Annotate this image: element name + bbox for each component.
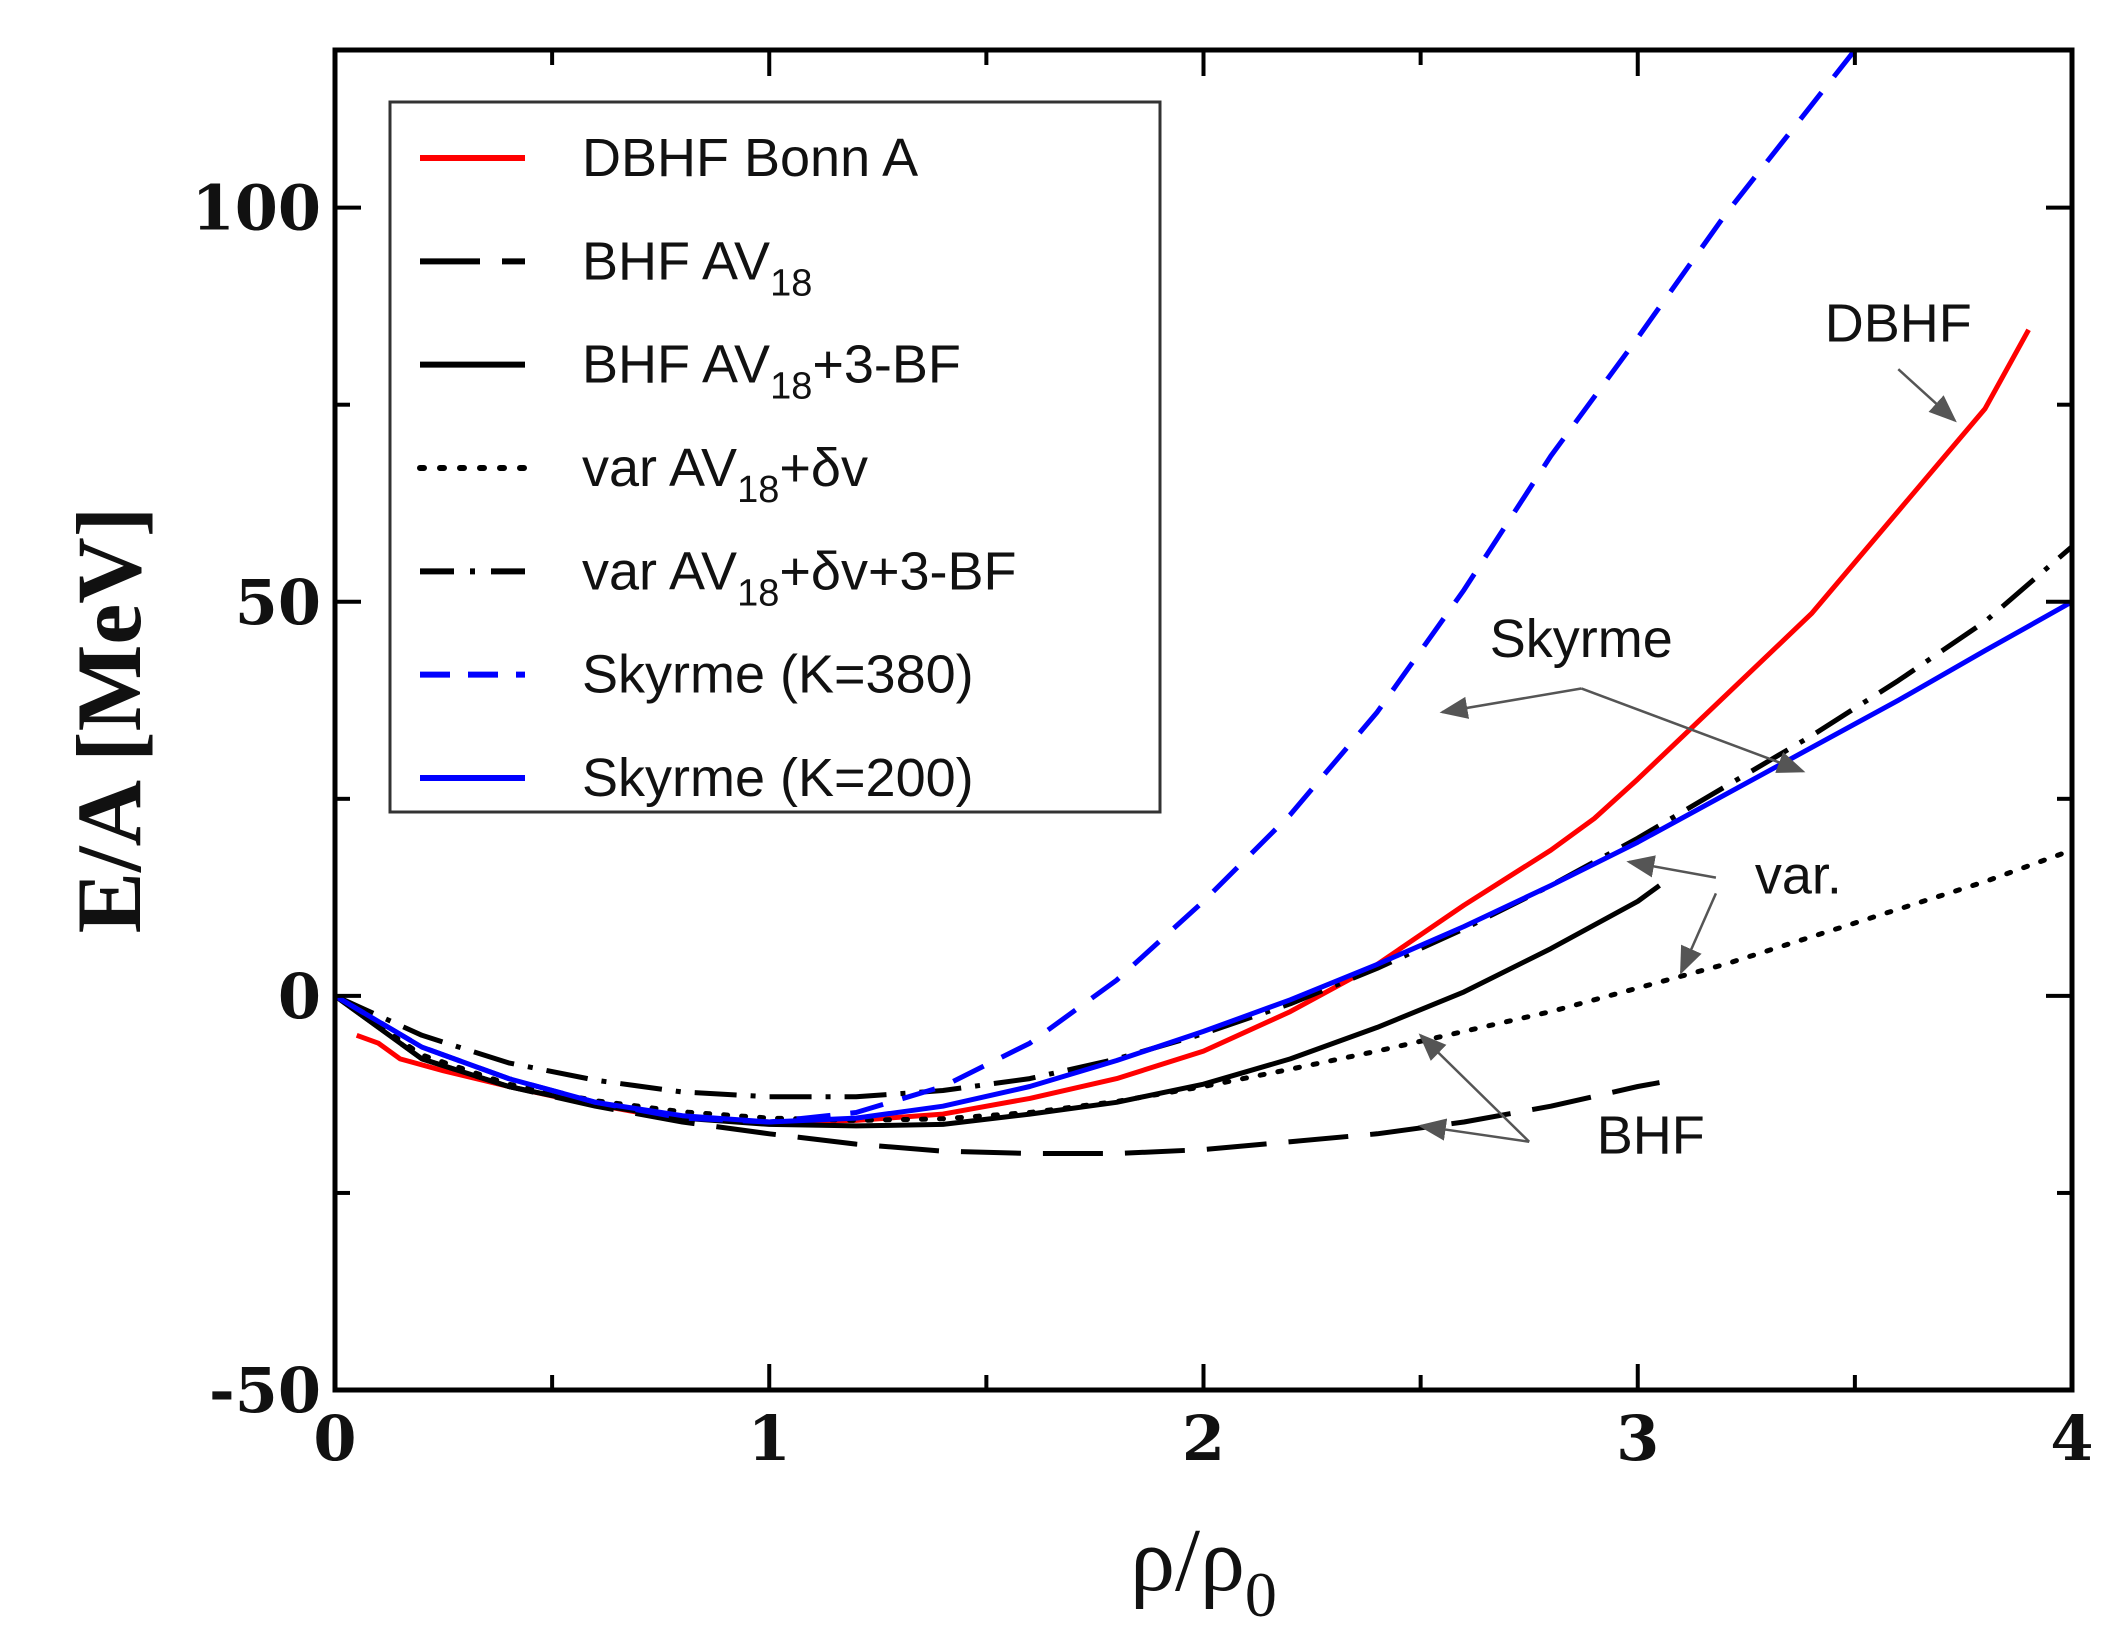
annotation-label: var. (1755, 845, 1842, 905)
legend-label-sky200: Skyrme (K=200) (582, 748, 974, 808)
legend-label-sky380: Skyrme (K=380) (582, 645, 974, 705)
x-axis-label: ρ/ρ0 (1130, 1511, 1277, 1630)
series-line-var (335, 847, 2072, 1123)
x-tick-label: 0 (313, 1402, 356, 1475)
annotation-arrow (1580, 687, 1806, 773)
y-tick-label: 0 (278, 960, 321, 1033)
annotation-arrow (1897, 368, 1957, 423)
legend-label-var3bf: var AV18+δv+3-BF (582, 541, 1017, 614)
legend-label-var: var AV18+δv (582, 438, 868, 511)
annotation-label: BHF (1597, 1106, 1705, 1166)
y-tick-label: 100 (192, 172, 321, 245)
annotation-arrow (1626, 855, 1717, 879)
x-tick-label: 3 (1616, 1402, 1659, 1475)
annotation-arrow (1417, 1118, 1530, 1143)
annotation-arrow (1680, 892, 1718, 975)
legend-label-bhf: BHF AV18 (582, 231, 812, 304)
annotation-arrow (1439, 687, 1582, 719)
legend-label-dbhf: DBHF Bonn A (582, 128, 918, 188)
y-axis-label: E/A [MeV] (58, 507, 160, 934)
x-tick-label: 4 (2050, 1402, 2093, 1475)
x-tick-label: 1 (748, 1402, 791, 1475)
x-tick-label: 2 (1182, 1402, 1225, 1475)
annotation-label: Skyrme (1490, 609, 1673, 669)
y-tick-label: 50 (235, 566, 321, 639)
annotation-layer: DBHF Skyrme var. BHF (1417, 294, 1972, 1166)
legend-label-bhf3bf: BHF AV18+3-BF (582, 335, 961, 408)
annotation-label: DBHF (1825, 294, 1972, 354)
y-tick-label: -50 (209, 1354, 321, 1427)
legend-layer: DBHF Bonn A BHF AV18 BHF AV18+3-BF var AV18… (388, 100, 1162, 814)
annotation-arrow (1418, 1033, 1531, 1143)
legend-box (388, 100, 1162, 814)
